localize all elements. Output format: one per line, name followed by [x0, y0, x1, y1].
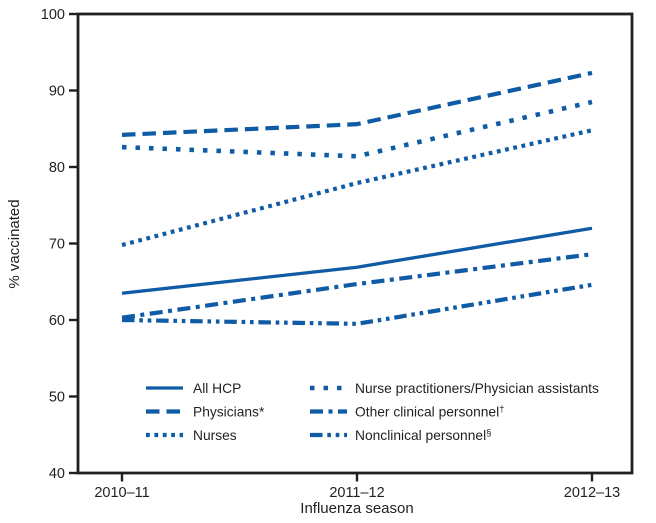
x-axis-title: Influenza season	[300, 500, 413, 517]
series-line-all-hcp	[121, 226, 593, 295]
legend-item: Nurse practitioners/Physician assistants	[310, 381, 599, 396]
y-tick-label: 100	[41, 7, 65, 23]
x-axis: 2010–11 2011–12 2012–13	[94, 473, 620, 501]
legend-label: Nonclinical personnel§	[355, 428, 491, 444]
legend-label: Other clinical personnel†	[355, 404, 504, 420]
legend-item: Nonclinical personnel§	[310, 428, 491, 444]
y-axis: 40 50 60 70 80 90 100	[41, 7, 78, 482]
series-line-nonclinical-personnel	[121, 282, 593, 326]
legend-item: Nurses	[146, 428, 237, 443]
y-tick-label: 70	[49, 237, 65, 253]
x-tick-label: 2010–11	[94, 485, 149, 501]
series-line-nurses	[121, 128, 593, 248]
y-tick-label: 80	[49, 160, 65, 176]
legend-label: Physicians*	[193, 405, 265, 420]
y-axis-title: % vaccinated	[6, 199, 23, 288]
x-tick-label: 2011–12	[329, 485, 384, 501]
legend-item: All HCP	[146, 381, 241, 396]
y-tick-label: 60	[49, 313, 65, 329]
series-line-physicians	[121, 70, 593, 137]
legend: All HCP Physicians* Nurses Nurse practition…	[146, 381, 599, 443]
series-line-other-clinical-personnel	[121, 252, 593, 320]
y-tick-label: 50	[49, 390, 65, 406]
y-tick-label: 40	[49, 466, 65, 482]
series-line-nurse-practitioners-physician-assistants	[121, 99, 593, 159]
y-tick-label: 90	[49, 84, 65, 100]
legend-label: Nurses	[193, 428, 237, 443]
legend-item: Other clinical personnel†	[310, 404, 504, 420]
x-tick-label: 2012–13	[564, 485, 620, 501]
legend-item: Physicians*	[146, 405, 265, 420]
legend-label: Nurse practitioners/Physician assistants	[355, 381, 599, 396]
legend-label: All HCP	[193, 381, 241, 396]
series-lines	[121, 70, 593, 326]
